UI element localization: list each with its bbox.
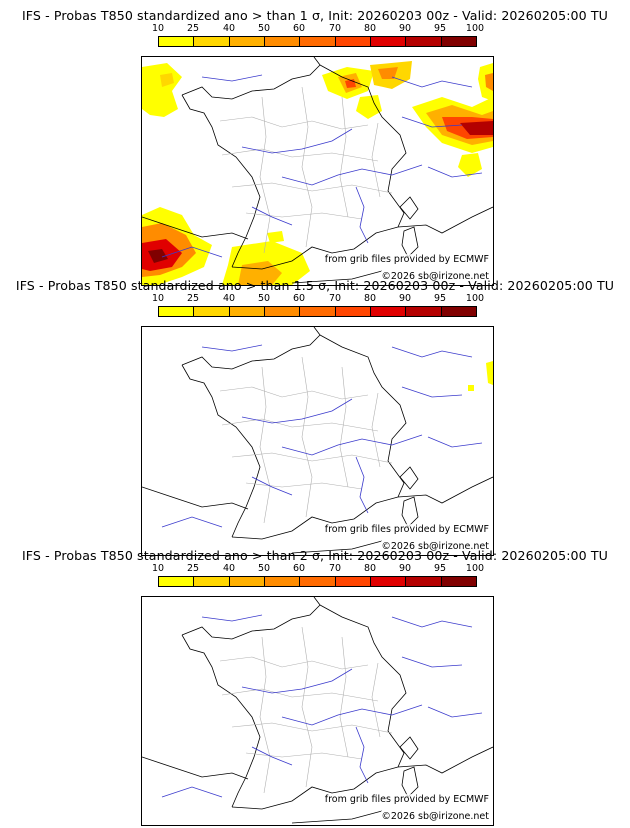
map-panel-3: IFS - Probas T850 standardized ano > tha… bbox=[0, 548, 630, 826]
color-scale-bar bbox=[158, 576, 477, 587]
scale-label: 50 bbox=[257, 23, 271, 34]
coastlines bbox=[142, 597, 493, 824]
coastlines bbox=[142, 327, 493, 554]
scale-swatch bbox=[264, 37, 301, 46]
scale-swatch bbox=[264, 307, 301, 316]
panel-title: IFS - Probas T850 standardized ano > tha… bbox=[21, 8, 608, 23]
scale-label: 40 bbox=[222, 563, 236, 574]
scale-swatch bbox=[406, 577, 442, 586]
scale-swatch bbox=[300, 307, 336, 316]
data-source-credit: from grib files provided by ECMWF bbox=[324, 254, 489, 265]
map-canvas bbox=[142, 57, 493, 285]
map-panel-1: IFS - Probas T850 standardized ano > tha… bbox=[0, 8, 630, 286]
probability-shading bbox=[142, 61, 493, 285]
scale-label: 100 bbox=[465, 293, 485, 304]
scale-label: 50 bbox=[257, 563, 271, 574]
probability-map: from grib files provided by ECMWF ©2026 … bbox=[141, 326, 494, 556]
scale-swatch bbox=[159, 307, 195, 316]
scale-swatch bbox=[406, 307, 442, 316]
regional-borders bbox=[219, 86, 393, 254]
scale-label: 60 bbox=[292, 563, 306, 574]
scale-swatch bbox=[229, 37, 265, 46]
scale-swatch bbox=[300, 577, 336, 586]
scale-swatch bbox=[229, 307, 265, 316]
data-source-credit: from grib files provided by ECMWF bbox=[324, 794, 489, 805]
scale-label: 95 bbox=[433, 563, 447, 574]
map-canvas bbox=[142, 327, 493, 554]
scale-swatch bbox=[441, 37, 476, 46]
scale-label: 25 bbox=[186, 23, 200, 34]
color-scale-labels: 10 25 40 50 60 70 80 90 95 100 bbox=[141, 564, 501, 574]
rivers bbox=[161, 614, 483, 798]
scale-swatch bbox=[441, 307, 476, 316]
scale-label: 90 bbox=[398, 563, 412, 574]
probability-map: from grib files provided by ECMWF ©2026 … bbox=[141, 596, 494, 826]
scale-swatch bbox=[370, 577, 407, 586]
scale-swatch bbox=[300, 37, 336, 46]
panel-title: IFS - Probas T850 standardized ano > tha… bbox=[21, 548, 608, 563]
scale-label: 70 bbox=[328, 23, 342, 34]
scale-swatch bbox=[229, 577, 265, 586]
scale-label: 10 bbox=[151, 563, 165, 574]
scale-label: 100 bbox=[465, 563, 485, 574]
copyright-credit: ©2026 sb@irizone.net bbox=[381, 271, 489, 282]
scale-swatch bbox=[159, 37, 195, 46]
scale-label: 60 bbox=[292, 293, 306, 304]
scale-label: 100 bbox=[465, 23, 485, 34]
copyright-credit: ©2026 sb@irizone.net bbox=[381, 811, 489, 822]
panel-title: IFS - Probas T850 standardized ano > tha… bbox=[15, 278, 615, 293]
rivers bbox=[161, 344, 483, 528]
scale-label: 70 bbox=[328, 293, 342, 304]
scale-label: 70 bbox=[328, 563, 342, 574]
scale-swatch bbox=[406, 37, 442, 46]
scale-swatch bbox=[194, 307, 230, 316]
scale-swatch bbox=[335, 577, 371, 586]
color-scale-bar bbox=[158, 306, 477, 317]
scale-swatch bbox=[370, 307, 407, 316]
scale-label: 60 bbox=[292, 23, 306, 34]
coastlines bbox=[142, 57, 493, 284]
scale-swatch bbox=[194, 577, 230, 586]
data-source-credit: from grib files provided by ECMWF bbox=[324, 524, 489, 535]
scale-label: 90 bbox=[398, 293, 412, 304]
regional-borders bbox=[219, 356, 393, 524]
scale-label: 25 bbox=[186, 563, 200, 574]
rivers bbox=[161, 74, 483, 258]
scale-label: 40 bbox=[222, 23, 236, 34]
color-scale-labels: 10 25 40 50 60 70 80 90 95 100 bbox=[141, 294, 501, 304]
color-scale-bar bbox=[158, 36, 477, 47]
probability-shading bbox=[468, 361, 493, 391]
scale-label: 80 bbox=[363, 563, 377, 574]
color-scale-labels: 10 25 40 50 60 70 80 90 95 100 bbox=[141, 24, 501, 34]
scale-swatch bbox=[441, 577, 476, 586]
regional-borders bbox=[219, 626, 393, 794]
map-panel-2: IFS - Probas T850 standardized ano > tha… bbox=[0, 278, 630, 556]
scale-label: 25 bbox=[186, 293, 200, 304]
probability-map: from grib files provided by ECMWF ©2026 … bbox=[141, 56, 494, 286]
scale-label: 50 bbox=[257, 293, 271, 304]
scale-swatch bbox=[335, 37, 371, 46]
scale-swatch bbox=[159, 577, 195, 586]
scale-swatch bbox=[335, 307, 371, 316]
scale-swatch bbox=[370, 37, 407, 46]
scale-label: 10 bbox=[151, 23, 165, 34]
scale-swatch bbox=[264, 577, 301, 586]
copyright-credit: ©2026 sb@irizone.net bbox=[381, 541, 489, 552]
scale-label: 10 bbox=[151, 293, 165, 304]
scale-swatch bbox=[194, 37, 230, 46]
scale-label: 90 bbox=[398, 23, 412, 34]
scale-label: 80 bbox=[363, 293, 377, 304]
scale-label: 40 bbox=[222, 293, 236, 304]
scale-label: 95 bbox=[433, 293, 447, 304]
map-canvas bbox=[142, 597, 493, 824]
scale-label: 80 bbox=[363, 23, 377, 34]
scale-label: 95 bbox=[433, 23, 447, 34]
